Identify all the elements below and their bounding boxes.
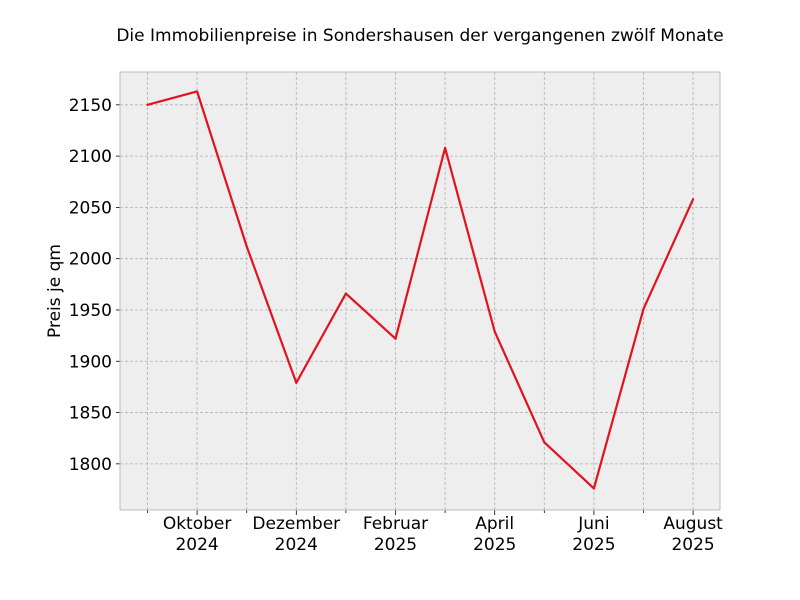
- x-tick-label: Dezember 2024: [252, 514, 340, 555]
- x-tick-label: Februar 2025: [363, 514, 428, 555]
- y-tick-label: 1950: [69, 301, 112, 321]
- y-tick-label: 2050: [69, 198, 112, 218]
- series-line: [147, 90, 695, 490]
- y-tick-label: 2000: [69, 250, 112, 270]
- ticks: Oktober 2024 Dezember 2024 Februar 2025 April 2…: [69, 96, 723, 555]
- y-tick-label: 1850: [69, 404, 112, 424]
- plot-frame: [119, 71, 721, 511]
- grid: [120, 72, 720, 510]
- data-point: [146, 103, 149, 106]
- chart-title: Die Immobilienpreise in Sondershausen de…: [116, 26, 724, 46]
- series-layer: [146, 90, 695, 490]
- plot-area: [120, 72, 720, 510]
- x-tick-label: August 2025: [663, 514, 723, 555]
- y-tick-label: 1800: [69, 455, 112, 475]
- data-point: [196, 90, 199, 93]
- y-axis-label: Preis je qm: [45, 244, 65, 338]
- data-point: [394, 337, 397, 340]
- data-point: [245, 245, 248, 248]
- data-point: [692, 198, 695, 201]
- data-point: [295, 381, 298, 384]
- x-tick-label: Oktober 2024: [163, 514, 232, 555]
- x-tick-label: Juni 2025: [572, 514, 615, 555]
- data-point: [493, 330, 496, 333]
- data-point: [344, 292, 347, 295]
- y-tick-label: 2150: [69, 96, 112, 116]
- y-tick-label: 1900: [69, 352, 112, 372]
- data-point: [592, 487, 596, 490]
- x-tick-label: April 2025: [473, 514, 516, 555]
- y-tick-label: 2100: [69, 147, 112, 167]
- data-point: [444, 146, 447, 150]
- data-point: [642, 307, 645, 311]
- data-point: [543, 441, 546, 444]
